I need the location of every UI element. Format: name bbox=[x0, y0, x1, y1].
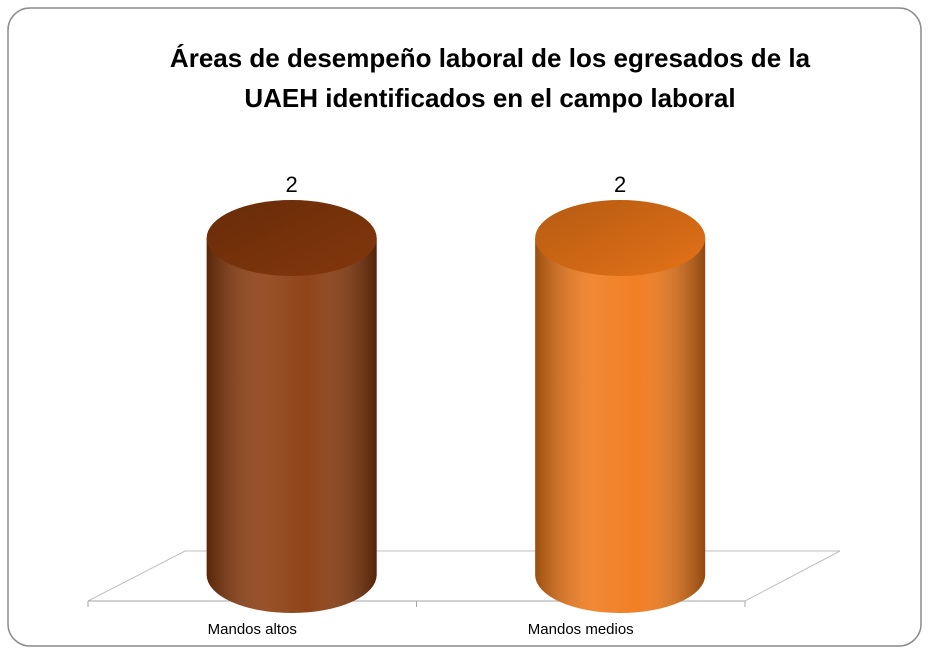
data-label: 2 bbox=[286, 172, 298, 197]
bar-shade bbox=[206, 238, 377, 613]
bar-shade bbox=[535, 238, 706, 614]
bar bbox=[206, 200, 377, 613]
bar-top-shade bbox=[535, 200, 706, 276]
x-tick-label: Mandos medios bbox=[528, 621, 634, 638]
chart-title: Áreas de desempeño laboral de los egresa… bbox=[170, 43, 811, 113]
bar bbox=[535, 200, 706, 614]
data-label: 2 bbox=[614, 172, 626, 197]
x-tick-label: Mandos altos bbox=[208, 621, 297, 638]
floor bbox=[87, 550, 841, 602]
bar-top-shade bbox=[206, 200, 377, 276]
